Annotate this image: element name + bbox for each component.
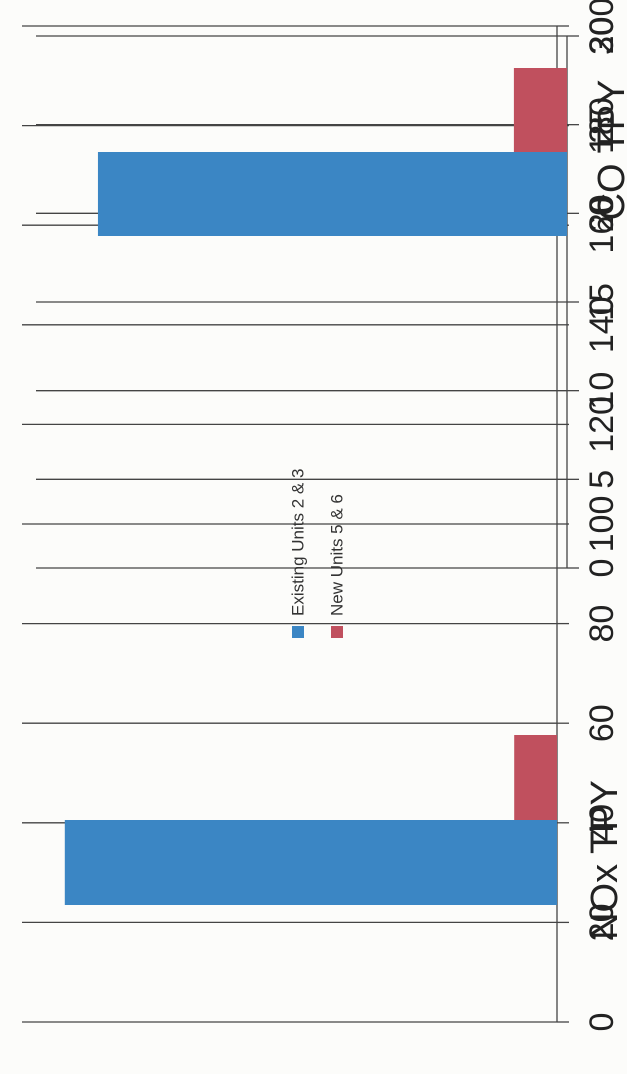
- tick-label-25: 25: [583, 106, 621, 144]
- legend: Existing Units 2 & 3 New Units 5 & 6: [289, 469, 347, 638]
- tick-label-100: 100: [583, 496, 621, 553]
- legend-label-existing-units-2-3: Existing Units 2 & 3: [289, 469, 308, 616]
- tick-label-5: 5: [583, 470, 621, 489]
- tick-label-80: 80: [583, 605, 621, 643]
- legend-swatch-existing-units-2-3: [292, 626, 304, 638]
- tick-label-120: 120: [583, 396, 621, 453]
- co-chart: 0 5 10 15 20 25 30 CO TPY: [36, 17, 627, 577]
- tick-label-0: 0: [583, 559, 621, 578]
- bar-existing-units-2-3: [64, 820, 558, 905]
- tick-label-0: 0: [583, 1013, 621, 1032]
- tick-label-140: 140: [583, 296, 621, 353]
- bar-new-units-5-6: [513, 68, 567, 152]
- tick-label-40: 40: [583, 804, 621, 842]
- tick-label-10: 10: [583, 372, 621, 410]
- tick-label-20: 20: [583, 903, 621, 941]
- category-label: NOx TPY: [584, 780, 626, 940]
- tick-label-200: 200: [583, 0, 621, 54]
- tick-label-30: 30: [583, 17, 621, 55]
- bar-new-units-5-6: [514, 735, 557, 820]
- legend-label-new-units-5-6: New Units 5 & 6: [328, 494, 347, 616]
- tick-label-15: 15: [583, 283, 621, 321]
- tick-label-60: 60: [583, 704, 621, 742]
- legend-swatch-new-units-5-6: [331, 626, 343, 638]
- tick-label-20: 20: [583, 194, 621, 232]
- bar-existing-units-2-3: [97, 152, 567, 236]
- category-label: CO TPY: [591, 80, 627, 221]
- tick-label-180: 180: [583, 97, 621, 154]
- tick-label-160: 160: [583, 197, 621, 254]
